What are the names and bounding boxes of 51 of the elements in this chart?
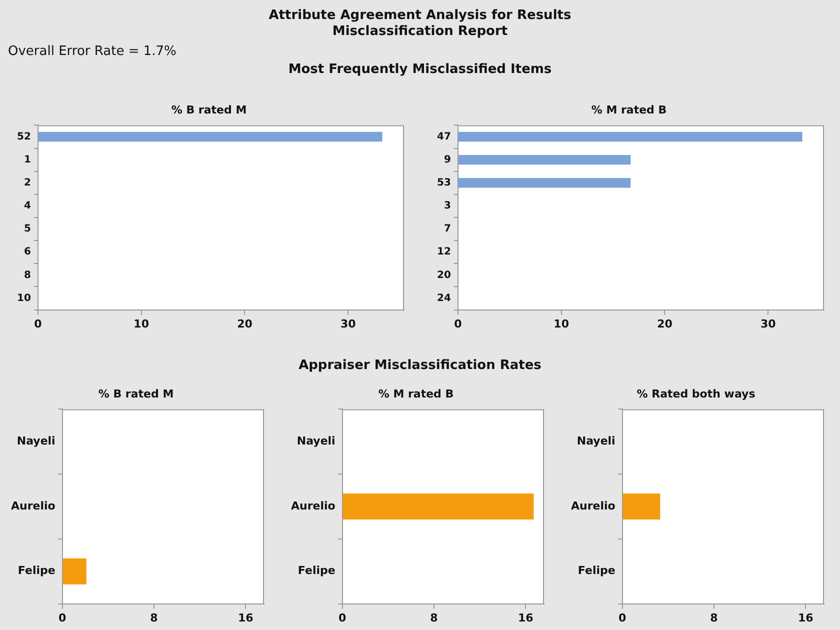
chart-title: % M rated B — [591, 103, 667, 116]
y-tick-label: 47 — [436, 131, 451, 142]
y-tick-label: 24 — [436, 292, 451, 304]
y-tick-label: Aurelio — [11, 499, 56, 512]
y-tick-label: 10 — [16, 292, 31, 304]
x-tick-label: 30 — [340, 317, 356, 330]
x-tick-label: 0 — [454, 317, 462, 330]
text: Attribute Agreement Analysis for Results — [268, 8, 572, 23]
text: Overall Error Rate = 1.7% — [8, 44, 178, 59]
x-tick-label: 0 — [618, 611, 626, 624]
y-tick-label: Felipe — [298, 564, 336, 578]
x-tick-label: 16 — [238, 611, 254, 624]
y-tick-label: Aurelio — [571, 499, 616, 512]
text: Misclassification Report — [331, 24, 509, 39]
y-tick-label: 8 — [24, 270, 31, 281]
x-tick-label: 20 — [657, 317, 673, 330]
chart-title: % Rated both ways — [636, 387, 756, 400]
y-tick-label: 2 — [24, 177, 31, 188]
x-tick-label: 10 — [554, 317, 570, 330]
chart-title: % B rated M — [171, 103, 247, 116]
y-tick-label: 1 — [24, 154, 31, 166]
y-tick-label: Felipe — [578, 564, 616, 578]
x-tick-label: 16 — [518, 611, 534, 624]
text: Appraiser Misclassification Rates — [298, 358, 542, 373]
x-tick-label: 8 — [710, 611, 718, 624]
x-tick-label: 0 — [58, 611, 66, 624]
y-tick-label: Nayeli — [576, 434, 616, 448]
y-tick-label: 4 — [24, 200, 31, 212]
chart-title: % M rated B — [378, 387, 454, 400]
x-tick-label: 8 — [150, 611, 158, 624]
y-tick-label: Nayeli — [16, 434, 56, 448]
y-tick-label: Felipe — [18, 564, 56, 578]
y-tick-label: 9 — [444, 154, 451, 166]
x-tick-label: 0 — [34, 317, 42, 330]
y-tick-label: 7 — [444, 224, 451, 235]
x-tick-label: 30 — [760, 317, 776, 330]
y-tick-label: 52 — [16, 131, 31, 142]
y-tick-label: 12 — [436, 246, 451, 258]
y-tick-label: Nayeli — [296, 434, 336, 448]
x-tick-label: 0 — [338, 611, 346, 624]
text: Most Frequently Misclassified Items — [287, 62, 553, 77]
y-tick-label: 53 — [436, 177, 451, 188]
y-tick-label: 3 — [444, 200, 451, 212]
chart-title: % B rated M — [98, 387, 174, 400]
y-tick-label: 5 — [24, 224, 31, 235]
x-tick-label: 10 — [134, 317, 150, 330]
y-tick-label: 6 — [24, 246, 31, 258]
y-tick-label: Aurelio — [291, 499, 336, 512]
x-tick-label: 16 — [798, 611, 814, 624]
y-tick-label: 20 — [436, 270, 451, 281]
x-tick-label: 20 — [237, 317, 253, 330]
